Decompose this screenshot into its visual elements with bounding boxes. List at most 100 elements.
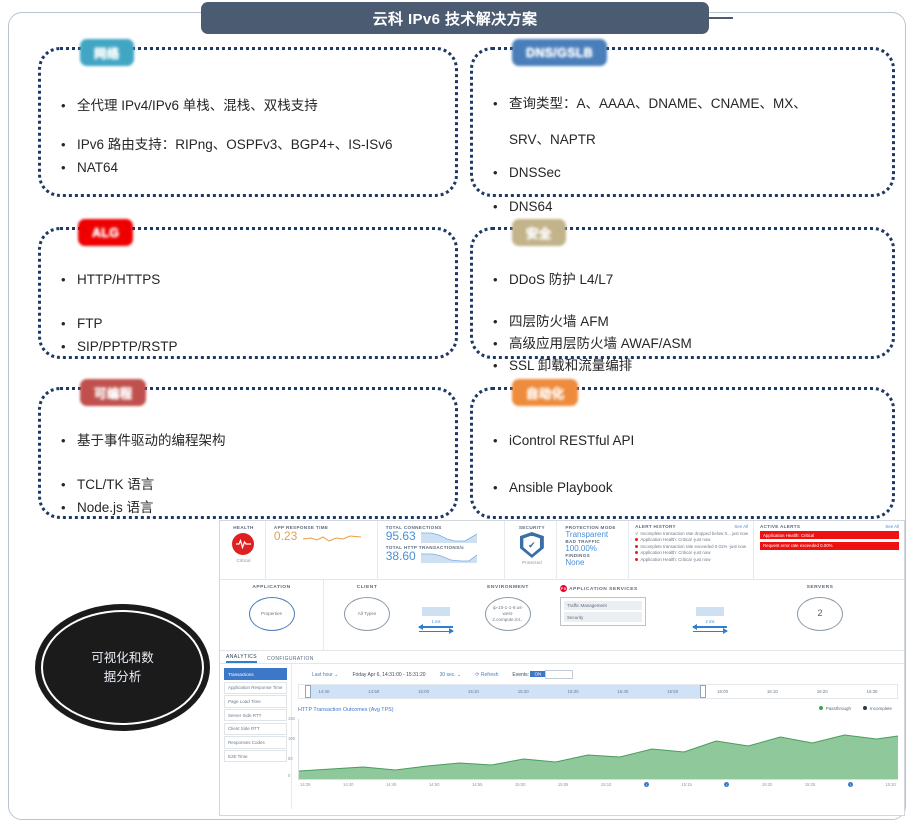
tick-label: 15:20 <box>517 689 529 694</box>
list-item-label: IPv6 路由支持：RIPng、OSPFv3、BGP4+、IS-ISv6 <box>77 136 393 152</box>
card-alg-body: • HTTP/HTTPS • FTP • SIP/PPTP/RSTP <box>55 254 445 356</box>
sidebar-item-client-side-rtt[interactable]: Client Side RTT <box>224 722 287 735</box>
list-item: Application Health: Critical -just now <box>635 557 748 562</box>
bullet-icon: • <box>61 98 66 113</box>
application-properties-node[interactable]: Properties <box>248 597 295 631</box>
list-item-label: Ansible Playbook <box>509 479 613 495</box>
card-alg-badge: ALG <box>78 219 134 246</box>
connections-sparkline <box>420 532 477 544</box>
visualization-callout-line1: 可视化和数 <box>91 649 154 665</box>
sidebar-item-server-side-rtt[interactable]: Server Side RTT <box>224 709 287 722</box>
security-status: Protected <box>522 560 542 565</box>
tick-label: 15:50 <box>667 689 679 694</box>
client-node[interactable]: All Types <box>344 597 390 631</box>
refresh-button[interactable]: ⟳ Refresh <box>475 671 499 678</box>
client-label: CLIENT <box>356 585 378 590</box>
list-item: • SSL 卸载和流量编排 <box>487 358 882 375</box>
list-item-continuation: SRV、NAPTR <box>509 131 596 147</box>
timeline-handle-right[interactable] <box>699 685 706 698</box>
sidebar-item-page-load-time[interactable]: Page Load Time <box>224 695 287 708</box>
card-network: • 全代理 IPv4/IPv6 单栈、混栈、双栈支持 • IPv6 路由支持：R… <box>38 47 458 197</box>
list-item-label: DNSSec <box>509 164 561 180</box>
server-link: 2 ms <box>684 580 736 650</box>
x-tick-label: 14:55 <box>471 782 483 787</box>
application-services-box: Traffic Management Security <box>560 597 646 626</box>
list-item-label: HTTP/HTTPS <box>77 272 161 287</box>
app-response-time-panel: APP RESPONSE TIME 0.23 <box>266 521 378 579</box>
analytics-body: Transactions Application Response Time P… <box>220 664 904 809</box>
bullet-icon: • <box>493 272 498 287</box>
event-marker-icon[interactable]: i <box>724 782 730 787</box>
range-text: Friday Apr 6, 14:31:00 - 15:31:20 <box>352 671 426 678</box>
bullet-icon: • <box>61 136 66 152</box>
list-item: • Ansible Playbook <box>487 480 882 497</box>
servers-column: SERVERS 2 <box>736 580 904 650</box>
card-dns-gslb-badge-label: DNS/GSLB <box>526 45 593 60</box>
protection-mode-label: PROTECTION MODE <box>565 525 616 530</box>
app-response-sparkline <box>303 535 362 542</box>
list-item-label: SIP/PPTP/RSTP <box>77 338 178 354</box>
card-security-badge-label: 安全 <box>526 227 552 241</box>
timeline-scrubber[interactable]: 14:40 14:50 15:00 15:10 15:20 15:30 15:4… <box>298 684 898 699</box>
event-marker-icon[interactable]: i <box>643 782 649 787</box>
interval-selector[interactable]: 30 sec. ⌄ <box>439 671 462 678</box>
list-item-label: NAT64 <box>77 159 119 175</box>
events-toggle[interactable]: Events: ON <box>512 670 574 679</box>
sidebar-item-transactions[interactable]: Transactions <box>224 668 287 681</box>
sidebar-item-application-response-time[interactable]: Application Response Time <box>224 681 287 694</box>
visualization-callout-line2: 据分析 <box>103 668 142 684</box>
timeline-handle-left[interactable] <box>305 685 311 698</box>
alert-history-panel: ALERT HISTORY See All Incomplete transac… <box>629 521 754 579</box>
list-item-label: Application Health: Critical -just now <box>640 537 711 543</box>
service-item-traffic-management[interactable]: Traffic Management <box>564 601 642 611</box>
client-column: CLIENT All Types <box>324 580 410 650</box>
list-item: Incomplete transaction rate dropped belo… <box>635 531 748 536</box>
list-item: • NAT64 <box>55 160 445 177</box>
application-services-column: F5 APPLICATION SERVICES Traffic Managemen… <box>554 580 684 650</box>
timeline-selection[interactable] <box>305 685 706 698</box>
alert-history-see-all-link[interactable]: See All <box>734 524 748 529</box>
list-item: • SIP/PPTP/RSTP <box>55 339 445 356</box>
chart-x-axis: 14:35 14:40 14:45 14:50 14:55 15:00 15:0… <box>298 782 898 787</box>
arrow-left-icon <box>692 622 727 632</box>
chart-area-series <box>298 734 899 779</box>
environment-node[interactable]: ip-10-1-1-9.us-west-2.compute.int... <box>485 597 531 631</box>
app-response-time-value: 0.23 <box>273 529 298 544</box>
tick-label: 16:10 <box>766 689 778 694</box>
list-item-label: Incomplete transaction rate dropped belo… <box>640 530 748 536</box>
list-item: • 基于事件驱动的编程架构 <box>55 433 445 450</box>
list-item: • 全代理 IPv4/IPv6 单栈、混栈、双栈支持 <box>55 98 445 115</box>
security-panel: SECURITY ✔ Protected <box>505 521 558 579</box>
dashboard-screenshot: HEALTH Critical APP RESPONSE TIME 0.23 <box>219 520 905 816</box>
y-tick-label: 0 <box>288 773 291 778</box>
tab-configuration[interactable]: CONFIGURATION <box>267 655 314 662</box>
active-alerts-panel: ACTIVE ALERTS See All Application Health… <box>754 521 904 579</box>
bullet-icon: • <box>61 433 66 448</box>
event-marker-icon[interactable]: i <box>847 782 853 787</box>
x-tick-label: 15:05 <box>557 782 569 787</box>
health-panel: HEALTH Critical <box>220 521 266 579</box>
application-column: APPLICATION Properties <box>220 580 324 650</box>
legend-dot-icon <box>862 706 867 710</box>
card-security: • DDoS 防护 L4/L7 • 四层防火墙 AFM • 高级应用层防火墙 A… <box>470 227 895 373</box>
list-item-label: TCL/TK 语言 <box>77 476 155 492</box>
bullet-icon: • <box>493 335 498 351</box>
range-selector[interactable]: Last hour ⌄ <box>312 671 339 678</box>
tab-analytics[interactable]: ANALYTICS <box>226 654 258 663</box>
heartbeat-icon <box>232 533 255 555</box>
application-label: APPLICATION <box>252 585 291 590</box>
protection-panel: PROTECTION MODE Transparent BAD TRAFFIC … <box>557 521 630 579</box>
active-alerts-see-all-link[interactable]: See All <box>885 524 899 529</box>
bullet-icon: • <box>61 315 66 331</box>
servers-count-node[interactable]: 2 <box>797 597 843 631</box>
app-response-time-label: APP RESPONSE TIME <box>273 525 329 530</box>
service-item-security[interactable]: Security <box>564 612 642 622</box>
bullet-icon: • <box>61 476 66 492</box>
bullet-icon: • <box>61 159 66 175</box>
sidebar-item-e2e-time[interactable]: E2E Time <box>224 750 287 763</box>
client-sparkline <box>422 607 450 617</box>
sidebar-item-responses-codes[interactable]: Responses Codes <box>224 736 287 749</box>
tick-label: 15:00 <box>418 689 430 694</box>
servers-label: SERVERS <box>806 585 834 590</box>
list-item: Application Health: Critical -just now <box>635 537 748 542</box>
